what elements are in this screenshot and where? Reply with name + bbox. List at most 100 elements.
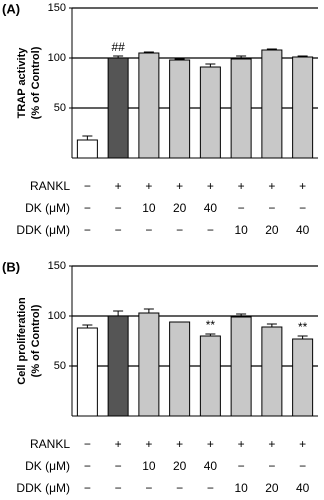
error-bar	[236, 313, 247, 317]
y-axis-label: (% of Control)	[30, 304, 42, 377]
condition-value: −	[299, 201, 306, 215]
error-bar	[205, 63, 216, 67]
condition-value: 10	[142, 201, 156, 215]
condition-value: −	[115, 223, 122, 237]
significance-marker: **	[206, 318, 216, 332]
condition-value: +	[145, 179, 152, 193]
condition-label: DK (μM)	[25, 201, 70, 215]
bar	[138, 52, 160, 159]
bar	[292, 56, 314, 159]
condition-value: −	[207, 481, 214, 495]
y-tick-label: 100	[48, 310, 66, 322]
condition-value: 40	[204, 459, 218, 473]
condition-value: 40	[204, 201, 218, 215]
condition-value: −	[84, 179, 91, 193]
condition-label: DDK (μM)	[16, 481, 70, 495]
bar	[199, 66, 221, 159]
condition-value: +	[238, 437, 245, 451]
condition-value: +	[268, 437, 275, 451]
bar	[107, 57, 129, 159]
error-bar	[266, 323, 277, 327]
condition-value: −	[145, 223, 152, 237]
bar	[169, 59, 191, 159]
panel-label: (B)	[2, 259, 20, 274]
condition-value: 20	[173, 459, 187, 473]
condition-value: −	[238, 201, 245, 215]
condition-label: RANKL	[30, 437, 70, 451]
y-axis-label: (% of Control)	[30, 46, 42, 119]
condition-value: 10	[142, 459, 156, 473]
condition-value: −	[84, 223, 91, 237]
bar	[230, 58, 252, 159]
condition-value: +	[299, 179, 306, 193]
condition-value: 20	[173, 201, 187, 215]
panel-label: (A)	[2, 1, 20, 16]
significance-marker: ##	[111, 40, 125, 54]
bar	[169, 321, 191, 417]
condition-value: −	[115, 459, 122, 473]
bar	[261, 49, 283, 159]
error-bar	[143, 308, 154, 313]
error-bar	[82, 135, 93, 140]
condition-value: +	[115, 179, 122, 193]
y-tick-label: 100	[48, 52, 66, 64]
condition-value: +	[207, 179, 214, 193]
condition-value: +	[238, 179, 245, 193]
condition-value: +	[176, 179, 183, 193]
condition-value: −	[176, 481, 183, 495]
y-tick-label: 50	[54, 360, 66, 372]
bar	[107, 315, 129, 417]
condition-value: −	[176, 223, 183, 237]
condition-value: −	[299, 459, 306, 473]
condition-value: −	[115, 201, 122, 215]
condition-label: RANKL	[30, 179, 70, 193]
bar	[261, 326, 283, 417]
condition-value: +	[176, 437, 183, 451]
condition-value: −	[145, 481, 152, 495]
error-bar	[266, 48, 277, 50]
error-bar	[143, 51, 154, 53]
condition-value: +	[145, 437, 152, 451]
y-axis-label: Cell proliferation	[16, 297, 28, 385]
y-tick-label: 150	[48, 260, 66, 272]
condition-label: DK (μM)	[25, 459, 70, 473]
bar	[230, 316, 252, 417]
condition-value: −	[84, 437, 91, 451]
error-bar	[297, 55, 308, 57]
condition-value: +	[207, 437, 214, 451]
condition-value: +	[115, 437, 122, 451]
condition-value: −	[238, 459, 245, 473]
error-bar	[236, 55, 247, 59]
bar	[199, 335, 221, 417]
condition-value: 40	[296, 481, 310, 495]
y-tick-label: 150	[48, 2, 66, 14]
condition-value: 40	[296, 223, 310, 237]
bar	[292, 338, 314, 417]
bar	[76, 139, 98, 159]
condition-value: −	[84, 459, 91, 473]
error-bar	[82, 324, 93, 328]
condition-value: −	[268, 459, 275, 473]
error-bar	[205, 333, 216, 336]
condition-value: 10	[234, 481, 248, 495]
y-tick-label: 50	[54, 102, 66, 114]
error-bar	[113, 310, 124, 316]
error-bar	[113, 55, 124, 58]
significance-marker: **	[298, 320, 308, 334]
condition-value: +	[268, 179, 275, 193]
condition-value: 20	[265, 481, 279, 495]
condition-value: −	[115, 481, 122, 495]
condition-value: −	[84, 481, 91, 495]
condition-value: −	[84, 201, 91, 215]
y-axis-label: TRAP activity	[16, 47, 28, 119]
condition-value: −	[268, 201, 275, 215]
condition-label: DDK (μM)	[16, 223, 70, 237]
bar	[76, 327, 98, 417]
condition-value: −	[207, 223, 214, 237]
error-bar	[174, 58, 185, 60]
condition-value: 10	[234, 223, 248, 237]
error-bar	[297, 335, 308, 339]
condition-value: +	[299, 437, 306, 451]
condition-value: 20	[265, 223, 279, 237]
